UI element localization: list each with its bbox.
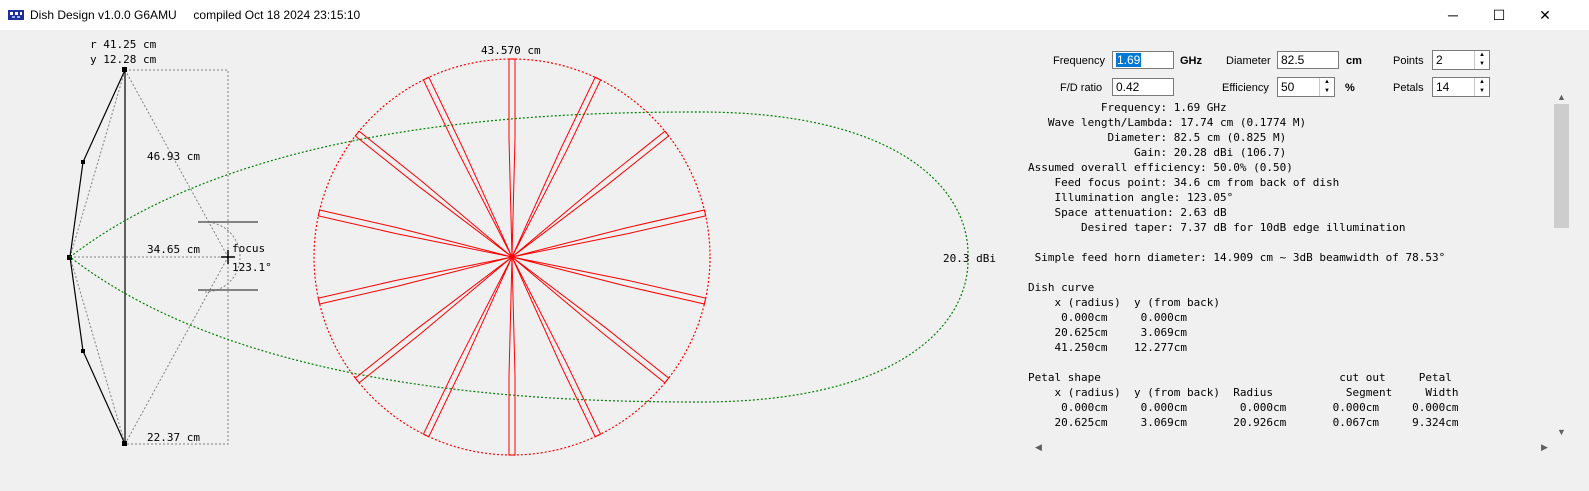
- efficiency-value: 50: [1281, 80, 1295, 94]
- scroll-down-icon[interactable]: ▼: [1557, 427, 1566, 437]
- scroll-up-icon[interactable]: ▲: [1557, 92, 1566, 102]
- scroll-right-icon[interactable]: ▶: [1541, 442, 1548, 452]
- petal-spoke: [354, 130, 513, 258]
- dish-point: [81, 160, 85, 164]
- beam-gain-label: 20.3 dBi: [943, 252, 996, 265]
- fd-ratio-value: 0.42: [1116, 80, 1140, 94]
- maximize-icon: ☐: [1492, 6, 1506, 23]
- spin-down-icon[interactable]: ▼: [1479, 88, 1485, 94]
- petal-diameter-label: 43.570 cm: [481, 44, 541, 57]
- focus-box: [124, 69, 229, 445]
- petal-spoke: [317, 209, 513, 258]
- frequency-value: 1.69: [1116, 53, 1142, 67]
- diameter-unit: cm: [1346, 55, 1362, 67]
- scroll-left-icon[interactable]: ◀: [1035, 442, 1042, 452]
- petals-value: 14: [1436, 80, 1450, 94]
- dish-point: [67, 255, 72, 260]
- beam-pattern: 20.3 dBi: [69, 111, 996, 403]
- slant-bottom-label: 22.37 cm: [147, 431, 200, 444]
- window-title: Dish Design v1.0.0 G6AMU compiled Oct 18…: [30, 8, 361, 22]
- report-horizontal-scrollbar[interactable]: [1028, 439, 1553, 456]
- focus-ray-bottom: [124, 256, 229, 445]
- close-button[interactable]: ✕: [1522, 0, 1568, 30]
- dish-side-view: r 41.25 cm y 12.28 cm 46.93 cm 34.65 cm …: [67, 38, 272, 446]
- frequency-unit: GHz: [1180, 55, 1202, 67]
- focal-length-label: 34.65 cm: [147, 243, 200, 256]
- fd-ratio-input[interactable]: 0.42: [1112, 78, 1174, 96]
- spin-down-icon[interactable]: ▼: [1479, 61, 1485, 67]
- diameter-input[interactable]: 82.5: [1277, 51, 1339, 69]
- close-icon: ✕: [1539, 6, 1551, 23]
- petal-spoke: [511, 256, 670, 384]
- points-stepper[interactable]: 2 ▲ ▼: [1432, 50, 1490, 70]
- rim-line-bottom: [69, 256, 126, 445]
- efficiency-unit: %: [1345, 82, 1355, 94]
- rim-line-top: [69, 69, 126, 258]
- spin-up-icon[interactable]: ▲: [1479, 52, 1485, 58]
- petal-spoke: [511, 130, 670, 258]
- points-value: 2: [1436, 53, 1443, 67]
- maximize-button[interactable]: ☐: [1476, 0, 1522, 30]
- results-report: Frequency: 1.69 GHz Wave length/Lambda: …: [1028, 101, 1459, 429]
- petal-spoke: [317, 256, 513, 305]
- frequency-input[interactable]: 1.69: [1112, 51, 1174, 69]
- petal-spoke: [511, 209, 707, 258]
- efficiency-stepper[interactable]: 50 ▲ ▼: [1277, 77, 1335, 97]
- minimize-icon: ─: [1448, 7, 1458, 23]
- diameter-label: Diameter: [1226, 55, 1271, 67]
- title-bar: Dish Design v1.0.0 G6AMU compiled Oct 18…: [0, 0, 1589, 30]
- efficiency-spin-arrows[interactable]: ▲ ▼: [1319, 78, 1334, 96]
- frequency-label: Frequency: [1053, 55, 1105, 67]
- petal-spoke: [511, 256, 602, 438]
- petals-stepper[interactable]: 14 ▲ ▼: [1432, 77, 1490, 97]
- dish-point: [122, 67, 127, 72]
- vertical-scroll-thumb[interactable]: [1554, 104, 1569, 228]
- petals-label: Petals: [1393, 82, 1424, 94]
- petal-spoke: [508, 256, 516, 456]
- petal-spoke: [511, 256, 707, 305]
- petal-spoke: [508, 58, 516, 258]
- spin-up-icon[interactable]: ▲: [1324, 79, 1330, 85]
- rim-radius-label: r 41.25 cm: [90, 38, 157, 51]
- fd-ratio-label: F/D ratio: [1060, 82, 1103, 94]
- petal-spoke: [511, 76, 602, 258]
- dish-point: [81, 349, 85, 353]
- points-label: Points: [1393, 55, 1424, 67]
- spin-up-icon[interactable]: ▲: [1479, 79, 1485, 85]
- app-icon: [8, 10, 24, 20]
- rim-depth-label: y 12.28 cm: [90, 53, 157, 66]
- points-spin-arrows[interactable]: ▲ ▼: [1474, 51, 1489, 69]
- dish-point: [122, 441, 127, 446]
- spin-down-icon[interactable]: ▼: [1324, 88, 1330, 94]
- petals-spin-arrows[interactable]: ▲ ▼: [1474, 78, 1489, 96]
- beam-lobe: [69, 111, 969, 403]
- petal-front-view: 43.570 cm: [313, 44, 711, 456]
- focus-angle-label: 123.1°: [232, 261, 272, 274]
- petal-spokes: [317, 58, 707, 456]
- petal-spoke: [354, 256, 513, 384]
- petal-spoke: [422, 256, 513, 438]
- petal-spoke: [422, 76, 513, 258]
- diameter-value: 82.5: [1281, 53, 1305, 67]
- slant-top-label: 46.93 cm: [147, 150, 200, 163]
- focus-ray-top: [124, 69, 229, 258]
- minimize-button[interactable]: ─: [1430, 0, 1476, 30]
- efficiency-label: Efficiency: [1222, 82, 1269, 94]
- focus-label: focus: [232, 242, 265, 255]
